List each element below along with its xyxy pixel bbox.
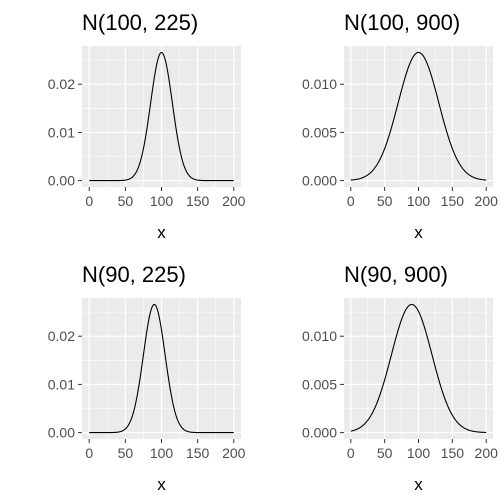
y-tick-label: 0.000: [302, 173, 337, 189]
y-tick-label: 0.005: [302, 376, 337, 392]
y-tick-label: 0.02: [48, 328, 75, 344]
y-tick-label: 0.00: [48, 173, 75, 189]
chart-panel-4: 0 50 100 150 200 0.000 0.005 0.010 N(90, 900) x: [302, 262, 498, 494]
chart-panel-1: 0 50 100 150 200 0.00 0.01 0.02 N(100, 225) x: [48, 10, 246, 242]
x-tick-label: 200: [475, 193, 499, 209]
x-tick-label: 0: [85, 445, 93, 461]
x-tick-label: 50: [377, 445, 393, 461]
panel-title: N(100, 225): [82, 10, 198, 35]
y-tick-label: 0.02: [48, 76, 75, 92]
x-tick-label: 150: [186, 445, 210, 461]
x-axis-label: x: [414, 475, 423, 494]
x-axis-label: x: [414, 223, 423, 242]
y-tick-label: 0.01: [48, 376, 75, 392]
x-tick-label: 50: [118, 193, 134, 209]
density-curve: [89, 51, 234, 182]
x-tick-label: 100: [407, 445, 431, 461]
x-tick-label: 50: [377, 193, 393, 209]
x-tick-label: 100: [407, 193, 431, 209]
x-axis-label: x: [157, 223, 166, 242]
x-tick-label: 0: [347, 193, 355, 209]
x-tick-label: 0: [347, 445, 355, 461]
chart-panel-2: 0 50 100 150 200 0.000 0.005 0.010 N(100, 900) x: [302, 10, 498, 242]
x-tick-label: 100: [150, 193, 174, 209]
density-curve: [350, 51, 487, 181]
x-tick-label: 0: [85, 193, 93, 209]
density-curve: [350, 303, 487, 433]
density-curve: [89, 303, 234, 434]
y-tick-label: 0.010: [302, 76, 337, 92]
x-tick-label: 200: [222, 193, 246, 209]
x-tick-label: 100: [150, 445, 174, 461]
y-tick-label: 0.010: [302, 328, 337, 344]
y-tick-label: 0.01: [48, 124, 75, 140]
x-tick-label: 50: [118, 445, 134, 461]
x-tick-label: 200: [475, 445, 499, 461]
y-tick-label: 0.000: [302, 425, 337, 441]
chart-panel-3: 0 50 100 150 200 0.00 0.01 0.02 N(90, 225) x: [48, 262, 246, 494]
panel-title: N(90, 225): [82, 262, 186, 287]
panel-title: N(90, 900): [344, 262, 448, 287]
x-tick-label: 150: [441, 445, 465, 461]
x-tick-label: 200: [222, 445, 246, 461]
x-tick-label: 150: [441, 193, 465, 209]
y-tick-label: 0.005: [302, 124, 337, 140]
y-tick-label: 0.00: [48, 425, 75, 441]
x-axis-label: x: [157, 475, 166, 494]
x-tick-label: 150: [186, 193, 210, 209]
panel-title: N(100, 900): [344, 10, 460, 35]
